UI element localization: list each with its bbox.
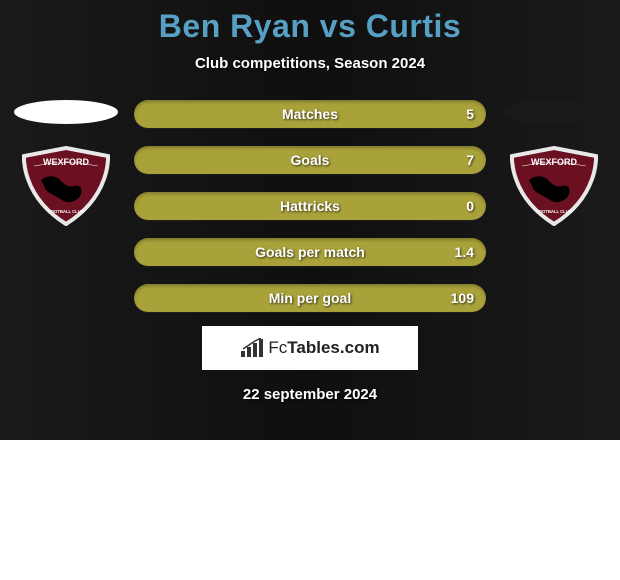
stat-bar-matches: Matches 5 (134, 100, 486, 128)
vs-text: vs (320, 8, 357, 44)
player2-club-badge: WEXFORD FOOTBALL CLUB (504, 146, 604, 226)
comparison-panel: Ben Ryan vs Curtis Club competitions, Se… (0, 0, 620, 440)
player1-club-badge: WEXFORD FOOTBALL CLUB (16, 146, 116, 226)
right-avatar-column: WEXFORD FOOTBALL CLUB (494, 100, 614, 226)
brand-suffix: Tables.com (287, 338, 379, 357)
content-row: WEXFORD FOOTBALL CLUB Matches 5 Goals 7 … (0, 100, 620, 312)
chart-icon (240, 338, 264, 358)
stat-label: Goals per match (255, 244, 365, 260)
stat-bar-goals-per-match: Goals per match 1.4 (134, 238, 486, 266)
stat-right-value: 5 (466, 106, 474, 122)
left-avatar-column: WEXFORD FOOTBALL CLUB (6, 100, 126, 226)
stat-bar-hattricks: Hattricks 0 (134, 192, 486, 220)
brand-text: FcTables.com (268, 338, 379, 358)
svg-text:FOOTBALL CLUB: FOOTBALL CLUB (48, 209, 84, 214)
stat-right-value: 0 (466, 198, 474, 214)
brand-prefix: Fc (268, 338, 287, 357)
stat-right-value: 109 (451, 290, 474, 306)
stat-label: Min per goal (269, 290, 351, 306)
date-line: 22 september 2024 (0, 386, 620, 403)
player2-name: Curtis (366, 8, 461, 44)
stat-bar-min-per-goal: Min per goal 109 (134, 284, 486, 312)
player2-avatar-placeholder (502, 100, 606, 124)
shield-icon: WEXFORD FOOTBALL CLUB (16, 146, 116, 226)
stat-label: Hattricks (280, 198, 340, 214)
svg-text:FOOTBALL CLUB: FOOTBALL CLUB (536, 209, 572, 214)
stat-right-value: 7 (466, 152, 474, 168)
stats-column: Matches 5 Goals 7 Hattricks 0 Goals per … (126, 100, 494, 312)
stat-bar-goals: Goals 7 (134, 146, 486, 174)
svg-text:WEXFORD: WEXFORD (531, 157, 577, 167)
player1-avatar-placeholder (14, 100, 118, 124)
brand-logo-box[interactable]: FcTables.com (202, 326, 418, 370)
stat-label: Matches (282, 106, 338, 122)
stat-right-value: 1.4 (455, 244, 474, 260)
shield-icon: WEXFORD FOOTBALL CLUB (504, 146, 604, 226)
svg-text:WEXFORD: WEXFORD (43, 157, 89, 167)
player1-name: Ben Ryan (159, 8, 311, 44)
page-title: Ben Ryan vs Curtis (0, 8, 620, 45)
stat-label: Goals (291, 152, 330, 168)
subtitle: Club competitions, Season 2024 (0, 55, 620, 72)
